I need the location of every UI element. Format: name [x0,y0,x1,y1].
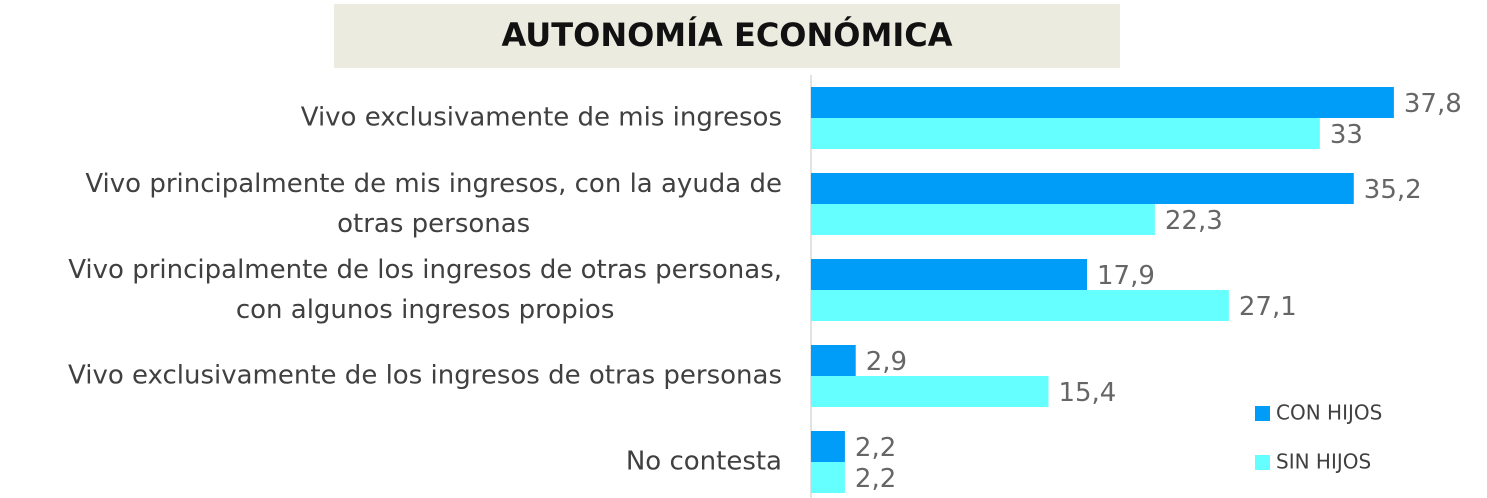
bar [811,290,1229,321]
bar [811,345,856,376]
bar [811,87,1394,118]
title-box [334,4,1120,68]
category-label: Vivo principalmente de mis ingresos, con… [85,169,782,239]
value-label: 37,8 [1404,89,1462,119]
bar [811,462,845,493]
bar [811,431,845,462]
value-label: 2,2 [855,464,896,494]
value-label: 33 [1330,120,1363,150]
legend-label: SIN HIJOS [1276,450,1371,474]
category-label: Vivo exclusivamente de mis ingresos [301,103,782,133]
category-label: Vivo principalmente de los ingresos de o… [68,255,782,325]
value-label: 22,3 [1165,206,1223,236]
value-label: 15,4 [1058,378,1116,408]
value-label: 35,2 [1364,175,1422,205]
legend-swatch [1255,406,1270,421]
value-label: 2,2 [855,433,896,463]
bar [811,173,1354,204]
legend-label: CON HIJOS [1276,401,1382,425]
category-label: Vivo exclusivamente de los ingresos de o… [68,361,782,391]
bar [811,204,1155,235]
legend-swatch [1255,455,1270,470]
category-label: No contesta [626,447,782,477]
bar [811,259,1088,290]
value-label: 2,9 [866,347,907,377]
bar [811,118,1320,149]
bar [811,376,1049,407]
value-label: 27,1 [1239,292,1297,322]
value-label: 17,9 [1097,261,1155,291]
chart-title: AUTONOMÍA ECONÓMICA [502,15,953,54]
